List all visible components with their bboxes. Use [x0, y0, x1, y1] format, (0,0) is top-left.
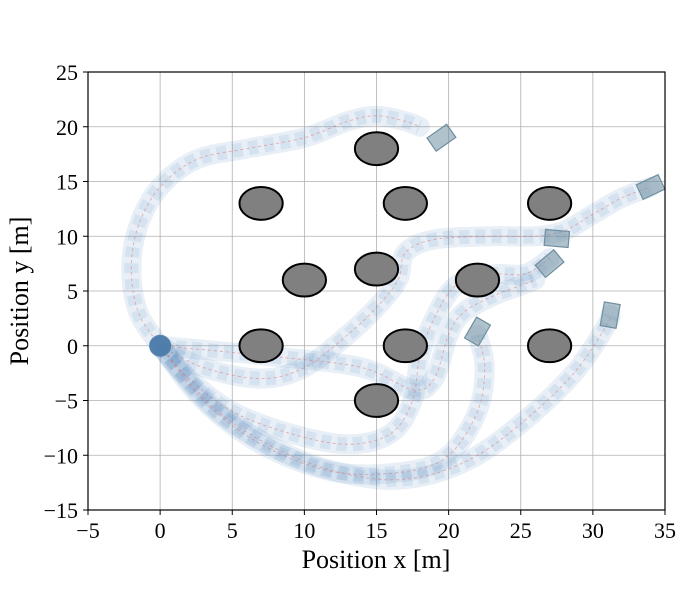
- vehicle-final-pose: [543, 228, 571, 249]
- obstacle: [526, 328, 573, 364]
- obstacle: [353, 131, 400, 167]
- vehicle-final-pose: [635, 173, 665, 201]
- x-tick-label: 0: [155, 518, 166, 543]
- trajectory-centerline: [159, 334, 486, 475]
- obstacle: [238, 328, 284, 364]
- vehicle-final-pose: [599, 301, 621, 329]
- vehicle-final-pose: [534, 248, 565, 279]
- trajectory-5: [150, 301, 621, 490]
- plot-area: [121, 105, 665, 490]
- x-tick-label: 10: [293, 518, 315, 543]
- y-tick-label: 20: [56, 115, 78, 140]
- y-axis-ticks: −15 −10 −5 0 5 10 15 20 25: [44, 60, 88, 523]
- x-tick-label: 20: [438, 518, 460, 543]
- y-axis-label: Position y [m]: [5, 217, 34, 366]
- y-tick-label: −5: [55, 389, 78, 414]
- y-tick-label: −10: [44, 443, 78, 468]
- vehicle-final-pose: [463, 316, 492, 347]
- x-tick-label: 5: [227, 518, 238, 543]
- obstacle: [238, 185, 284, 221]
- y-tick-label: 15: [56, 170, 78, 195]
- x-tick-label: 35: [654, 518, 676, 543]
- trajectory-2: [150, 173, 665, 389]
- trajectory-3: [150, 248, 565, 455]
- trajectory-centerline: [159, 314, 611, 481]
- vehicle-final-pose: [426, 123, 457, 152]
- obstacle: [382, 185, 428, 221]
- x-axis-label: Position x [m]: [302, 545, 451, 574]
- y-tick-label: −15: [44, 498, 78, 523]
- obstacle: [454, 262, 501, 298]
- x-axis-ticks: −5 0 5 10 15 20 25 30 35: [76, 510, 676, 543]
- x-tick-label: 30: [582, 518, 604, 543]
- trajectory-centerline: [159, 257, 550, 445]
- y-tick-label: 0: [67, 334, 78, 359]
- trajectory-centerline: [130, 115, 420, 347]
- trajectory-centerline: [160, 279, 536, 391]
- obstacle: [353, 251, 400, 287]
- trajectory-4: [150, 316, 495, 485]
- trajectory-6: [150, 228, 571, 401]
- x-tick-label: 15: [366, 518, 388, 543]
- trajectory-centerline: [159, 186, 651, 380]
- x-tick-label: 25: [510, 518, 532, 543]
- start-position-marker: [149, 334, 172, 357]
- x-tick-label: −5: [76, 518, 99, 543]
- y-tick-label: 5: [67, 279, 78, 304]
- obstacle: [526, 185, 573, 221]
- y-tick-label: 25: [56, 60, 78, 85]
- y-tick-label: 10: [56, 224, 78, 249]
- obstacle: [353, 383, 400, 418]
- trajectory-1: [121, 105, 457, 356]
- obstacle: [382, 328, 428, 364]
- obstacle: [281, 262, 328, 298]
